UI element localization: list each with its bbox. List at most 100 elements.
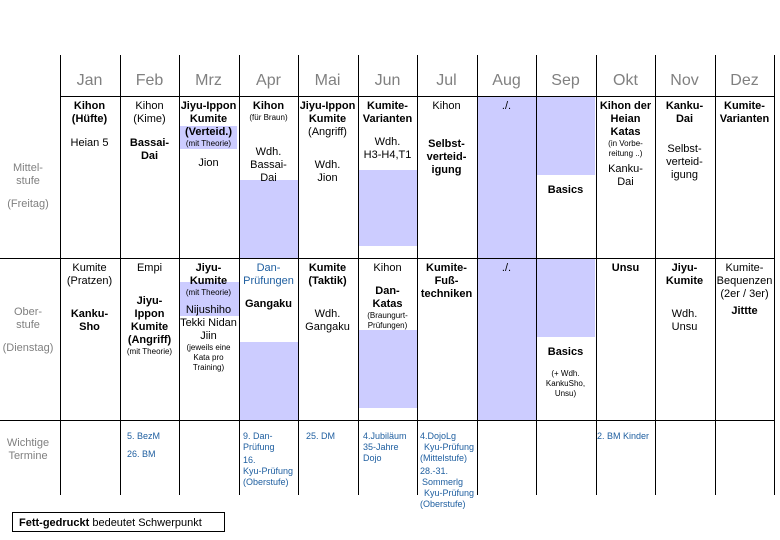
shade-aug-ober bbox=[478, 259, 536, 420]
shade-jun-ober bbox=[359, 330, 417, 408]
cell-text: Nijushiho bbox=[185, 304, 232, 316]
cell-text: Empi bbox=[136, 262, 163, 274]
cell-text: Gangaku bbox=[244, 298, 293, 310]
cell-text: Kumite bbox=[130, 321, 169, 333]
cell-text: Kumite bbox=[72, 262, 107, 274]
row-label-line: Ober- bbox=[13, 306, 43, 318]
grid-hline bbox=[0, 420, 775, 421]
cell-text: Jiyu-Ippon bbox=[299, 100, 356, 112]
ober-aug: ./. bbox=[477, 262, 536, 275]
cell-text: (Angriff) bbox=[127, 334, 172, 346]
termin-text: 26. BM bbox=[127, 449, 156, 459]
cell-text: igung bbox=[671, 169, 698, 181]
row-label-termine: Wichtige Termine bbox=[0, 437, 56, 463]
month-sep: Sep bbox=[551, 72, 580, 89]
month-apr: Apr bbox=[256, 72, 281, 89]
shade-apr-ober bbox=[240, 342, 298, 420]
termin-text: 9. Dan- bbox=[243, 431, 273, 441]
cell-text: Prüfungen bbox=[243, 275, 294, 287]
shade-mrz-ober bbox=[180, 282, 239, 316]
ober-mrz: Jiyu- Kumite (mit Theorie) Nijushiho Tek… bbox=[179, 262, 238, 373]
shade-sep-ober bbox=[537, 259, 595, 337]
cell-text: Katas bbox=[372, 298, 403, 310]
cell-text: (mit Theorie) bbox=[126, 347, 173, 356]
cell-text: Training) bbox=[192, 363, 225, 372]
month-feb: Feb bbox=[135, 72, 164, 89]
cell-text: (mit Theorie) bbox=[185, 139, 232, 148]
month-nov: Nov bbox=[670, 72, 699, 89]
shade-sep-mittel bbox=[537, 97, 595, 175]
cell-text: Kihon bbox=[432, 100, 461, 112]
cell-text: (2er / 3er) bbox=[720, 288, 769, 300]
cell-text: H3-H4,T1 bbox=[363, 149, 412, 161]
cell-text: (Hüfte) bbox=[71, 113, 108, 125]
cell-text: Heian bbox=[610, 113, 641, 125]
mittel-sep: Basics bbox=[536, 184, 595, 197]
cell-text: Jiin bbox=[200, 330, 217, 342]
month-dez: Dez bbox=[730, 72, 759, 89]
termin-text: 28.-31. bbox=[420, 466, 449, 476]
termin-text: 35-Jahre bbox=[363, 442, 399, 452]
termin-feb: 5. BezM 26. BM bbox=[127, 431, 160, 460]
cell-text: Sho bbox=[79, 321, 100, 333]
mittel-okt: Kihon der Heian Katas (in Vorbe- reitung… bbox=[596, 100, 655, 189]
ober-okt: Unsu bbox=[596, 262, 655, 275]
cell-text: Kumite bbox=[308, 262, 347, 274]
cell-text: Tekki Nidan bbox=[180, 317, 237, 329]
cell-text: (Kime) bbox=[133, 113, 166, 125]
ober-jun: Kihon Dan- Katas (Braungurt- Prüfungen) bbox=[358, 262, 417, 331]
termin-text: Prüfung bbox=[243, 442, 275, 452]
mittel-jan: Kihon (Hüfte) Heian 5 bbox=[60, 100, 119, 150]
cell-text: (Verteid.) bbox=[184, 126, 233, 138]
ober-dez: Kumite- Bequenzen (2er / 3er) Jittte bbox=[715, 262, 774, 318]
cell-text: Kanku- bbox=[70, 308, 109, 320]
cell-text: (mit Theorie) bbox=[185, 288, 232, 297]
cell-text: (jeweils eine bbox=[186, 343, 231, 352]
cell-text: Jiyu- bbox=[195, 262, 222, 274]
ober-apr: Dan- Prüfungen Gangaku bbox=[239, 262, 298, 311]
cell-text: (Braungurt- bbox=[367, 311, 408, 320]
grid-vline bbox=[358, 55, 359, 495]
row-label-line: Mittel- bbox=[13, 162, 43, 174]
cell-text: Wdh. bbox=[314, 159, 341, 171]
cell-text: Kihon der bbox=[599, 100, 652, 112]
cell-text: Ippon bbox=[134, 308, 165, 320]
cell-text: Basics bbox=[547, 184, 584, 196]
cell-text: Kihon bbox=[252, 100, 285, 112]
cell-text: Unsu bbox=[611, 262, 640, 274]
cell-text: Kanku- bbox=[665, 100, 704, 112]
termin-jun: 4.Jubiläum 35-Jahre Dojo bbox=[363, 431, 407, 464]
ober-sep: Basics (+ Wdh. KankuSho, Unsu) bbox=[536, 346, 595, 399]
month-jun: Jun bbox=[374, 72, 401, 89]
row-label-line: stufe bbox=[16, 175, 40, 187]
cell-text: Fuß- bbox=[434, 275, 459, 287]
termin-text: Sommerlg bbox=[422, 477, 464, 487]
mittel-nov: Kanku- Dai Selbst- verteid- igung bbox=[655, 100, 714, 182]
termin-text: Kyu-Prüfung bbox=[424, 488, 475, 498]
termin-text: Dojo bbox=[363, 453, 382, 463]
ober-jul: Kumite- Fuß- techniken bbox=[417, 262, 476, 301]
cell-text: verteid- bbox=[426, 151, 467, 163]
cell-text: Kumite bbox=[308, 113, 347, 125]
cell-text: Kumite bbox=[665, 275, 704, 287]
row-label-mittelstufe: Mittel- stufe (Freitag) bbox=[0, 162, 56, 211]
mittel-jun: Kumite- Varianten Wdh. H3-H4,T1 bbox=[358, 100, 417, 162]
cell-text: Jion bbox=[198, 157, 219, 169]
shade-mrz-mittel: (Verteid.) (mit Theorie) bbox=[180, 126, 237, 149]
cell-text: verteid- bbox=[666, 156, 703, 168]
termin-text: Kyu-Prüfung bbox=[243, 466, 294, 476]
cell-text: (+ Wdh. bbox=[551, 369, 580, 378]
cell-text: Unsu) bbox=[554, 389, 577, 398]
grid-vline bbox=[60, 55, 61, 495]
cell-text: Kumite- bbox=[426, 262, 467, 274]
termin-mai: 25. DM bbox=[306, 431, 335, 442]
grid-vline bbox=[774, 55, 775, 495]
cell-text: Kihon bbox=[373, 262, 402, 274]
shade-aug-mittel bbox=[478, 97, 536, 258]
cell-text: Dai bbox=[675, 113, 694, 125]
cell-text: Jiyu- bbox=[671, 262, 698, 274]
cell-text: techniken bbox=[420, 288, 473, 300]
cell-text: Jiyu- bbox=[136, 295, 163, 307]
month-jan: Jan bbox=[76, 72, 103, 89]
cell-text: Selbst- bbox=[667, 143, 702, 155]
